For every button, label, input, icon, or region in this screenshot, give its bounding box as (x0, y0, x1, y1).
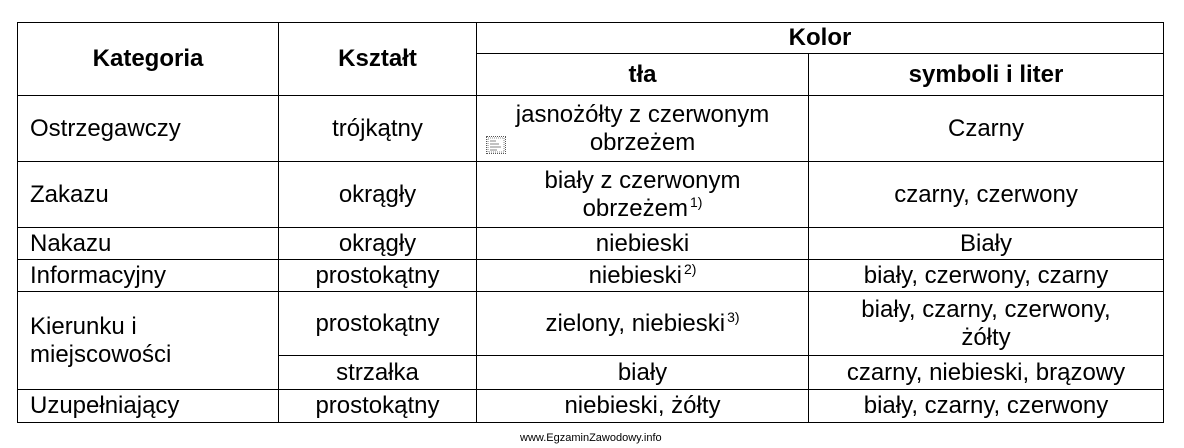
cell-tla-line2: obrzeżem (582, 194, 688, 222)
cell-tla: biały z czerwonym obrzeżem 1) (476, 161, 809, 228)
cell-tla-text: zielony, niebieski (545, 309, 726, 337)
header-ksztalt: Kształt (278, 22, 477, 96)
cell-kategoria: Kierunku i miejscowości (17, 291, 279, 390)
cell-ksztalt: strzałka (278, 355, 477, 390)
cell-kategoria-line2: miejscowości (30, 340, 172, 368)
table-row: Informacyjny prostokątny niebieski 2) bia… (17, 259, 1165, 292)
traffic-sign-color-table: Kategoria Kształt Kolor tła symboli i li… (17, 22, 1165, 423)
cell-symboli: Biały (807, 227, 1165, 260)
table-row: Kierunku i miejscowości prostokątny ziel… (17, 291, 1165, 390)
table-row: Ostrzegawczy trójkątny jasnożółty z czer… (17, 95, 1165, 162)
cell-tla-line1: biały z czerwonym (544, 166, 741, 194)
footnote-marker: 1) (689, 193, 703, 210)
info-stamp-glyph (487, 137, 505, 153)
cell-tla: niebieski, żółty (476, 389, 809, 423)
cell-tla: biały (476, 355, 809, 390)
cell-tla: jasnożółty z czerwonym obrzeżem (476, 95, 809, 162)
cell-tla-line2: obrzeżem (589, 128, 696, 156)
cell-symboli: biały, czarny, czerwony (807, 389, 1165, 423)
footnote-marker: 3) (727, 308, 740, 325)
cell-tla: zielony, niebieski 3) (476, 291, 809, 356)
cell-tla-text: niebieski (588, 261, 682, 289)
cell-kategoria: Nakazu (17, 227, 279, 260)
table-row: Nakazu okrągły niebieski Biały (17, 227, 1165, 260)
cell-symboli: czarny, czerwony (807, 161, 1165, 228)
cell-ksztalt: prostokątny (278, 291, 477, 356)
cell-ksztalt: okrągły (278, 161, 477, 228)
cell-kategoria-line1: Kierunku i (30, 312, 137, 340)
cell-symboli: Czarny (807, 95, 1165, 162)
table-row: Zakazu okrągły biały z czerwonym obrzeże… (17, 161, 1165, 228)
cell-tla: niebieski 2) (476, 259, 809, 292)
table-row: strzałka biały czarny, niebieski, brązow… (18, 355, 1165, 390)
cell-ksztalt: trójkątny (278, 95, 477, 162)
cell-symboli: czarny, niebieski, brązowy (807, 355, 1165, 390)
info-stamp-icon (486, 136, 506, 154)
cell-symboli: biały, czarny, czerwony, żółty (807, 291, 1165, 356)
footnote-marker: 2) (683, 260, 697, 277)
cell-symboli: biały, czerwony, czarny (807, 259, 1165, 292)
header-tla: tła (476, 53, 809, 96)
header-kolor: Kolor (475, 22, 1165, 54)
cell-ksztalt: prostokątny (278, 389, 477, 423)
cell-ksztalt: okrągły (278, 227, 477, 260)
site-watermark: www.EgzaminZawodowy.info (520, 432, 662, 444)
table-row: Uzupełniający prostokątny niebieski, żół… (17, 389, 1165, 423)
cell-tla-line1: jasnożółty z czerwonym (515, 100, 770, 128)
cell-kategoria: Informacyjny (17, 259, 279, 292)
cell-ksztalt: prostokątny (278, 259, 477, 292)
cell-kategoria: Ostrzegawczy (17, 95, 279, 162)
header-symboli: symboli i liter (807, 53, 1165, 96)
cell-kategoria: Uzupełniający (17, 389, 279, 423)
cell-tla: niebieski (476, 227, 809, 260)
cell-kategoria: Zakazu (17, 161, 279, 228)
cell-symboli-line1: biały, czarny, czerwony, (861, 295, 1111, 323)
header-kategoria: Kategoria (17, 22, 279, 96)
cell-symboli-line2: żółty (961, 323, 1011, 351)
